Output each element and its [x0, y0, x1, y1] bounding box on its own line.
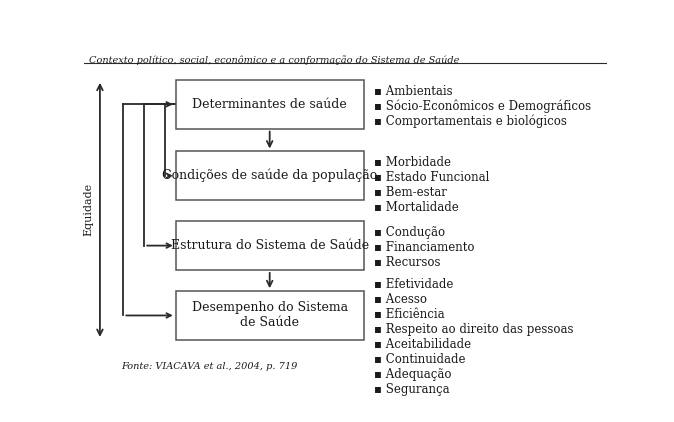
Text: ▪ Ambientais: ▪ Ambientais [374, 85, 453, 98]
Text: ▪ Mortalidade: ▪ Mortalidade [374, 201, 459, 214]
Text: ▪ Eficiência: ▪ Eficiência [374, 308, 445, 321]
Text: ▪ Morbidade: ▪ Morbidade [374, 156, 451, 169]
Text: ▪ Respeito ao direito das pessoas: ▪ Respeito ao direito das pessoas [374, 323, 574, 336]
Text: ▪ Segurança: ▪ Segurança [374, 383, 450, 396]
Text: ▪ Comportamentais e biológicos: ▪ Comportamentais e biológicos [374, 115, 567, 128]
Text: ▪ Sócio-Econômicos e Demográficos: ▪ Sócio-Econômicos e Demográficos [374, 100, 591, 113]
Text: ▪ Continuidade: ▪ Continuidade [374, 353, 466, 366]
Text: Fonte: VIACAVA et al., 2004, p. 719: Fonte: VIACAVA et al., 2004, p. 719 [121, 362, 297, 371]
Text: ▪ Adequação: ▪ Adequação [374, 368, 452, 381]
Text: Equidade: Equidade [84, 183, 94, 236]
Text: Desempenho do Sistema
de Saúde: Desempenho do Sistema de Saúde [191, 301, 348, 330]
Text: ▪ Efetividade: ▪ Efetividade [374, 278, 454, 291]
Text: ▪ Bem-estar: ▪ Bem-estar [374, 186, 447, 199]
FancyBboxPatch shape [176, 291, 364, 340]
Text: ▪ Estado Funcional: ▪ Estado Funcional [374, 171, 489, 184]
Text: ▪ Condução: ▪ Condução [374, 226, 446, 239]
Text: ▪ Recursos: ▪ Recursos [374, 256, 441, 269]
Text: ▪ Financiamento: ▪ Financiamento [374, 241, 474, 254]
FancyBboxPatch shape [176, 151, 364, 200]
Text: Condições de saúde da população: Condições de saúde da população [162, 169, 377, 182]
Text: Determinantes de saúde: Determinantes de saúde [192, 98, 347, 111]
Text: ▪ Aceitabilidade: ▪ Aceitabilidade [374, 338, 471, 351]
Text: ▪ Acesso: ▪ Acesso [374, 293, 427, 306]
FancyBboxPatch shape [176, 80, 364, 129]
Text: Estrutura do Sistema de Saúde: Estrutura do Sistema de Saúde [171, 239, 369, 252]
FancyBboxPatch shape [176, 221, 364, 270]
Text: Contexto político, social, econômico e a conformação do Sistema de Saúde: Contexto político, social, econômico e a… [90, 56, 460, 65]
